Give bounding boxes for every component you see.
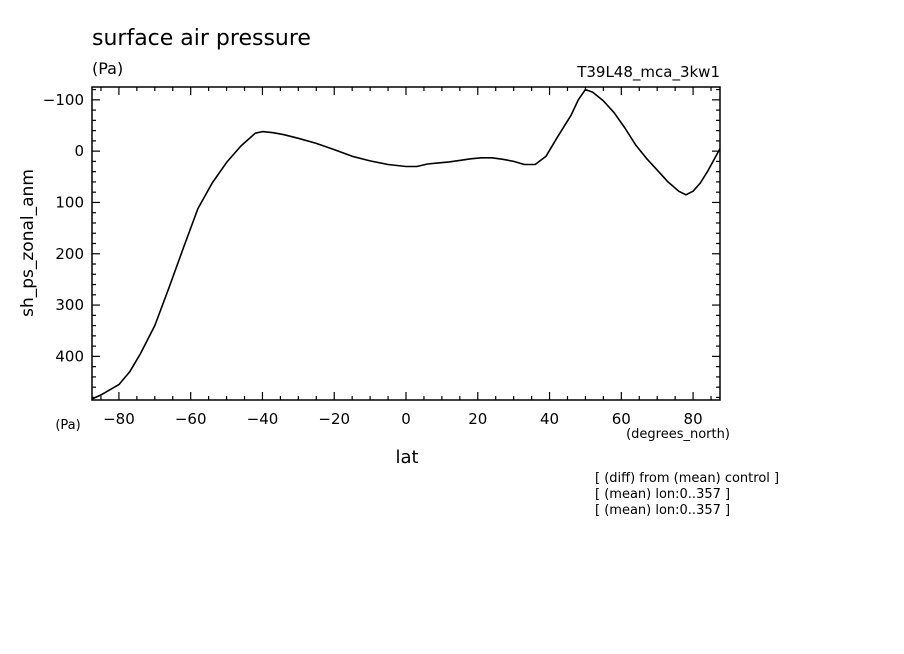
x-tick-label: 80 (684, 410, 703, 428)
note-3: [ (mean) lon:0..357 ] (595, 503, 730, 518)
experiment-label: T39L48_mca_3kw1 (576, 63, 720, 82)
y-tick-label: 400 (55, 347, 84, 365)
x-tick-label: 40 (540, 410, 559, 428)
x-axis-units: (degrees_north) (626, 427, 730, 442)
axis-tick-labels: −80 −60 −40 −20 0 20 40 60 80 −100 0 100 200 300 400 (43, 91, 703, 428)
x-tick-label: −20 (318, 410, 350, 428)
x-tick-label: −40 (247, 410, 279, 428)
series-line (91, 88, 721, 400)
chart-title: surface air pressure (92, 26, 311, 51)
x-tick-label: −80 (103, 410, 135, 428)
y-tick-label: 200 (55, 245, 84, 263)
y-axis-units: (Pa) (55, 418, 80, 433)
x-tick-label: 20 (468, 410, 487, 428)
y-tick-label: −100 (43, 91, 84, 109)
plot-frame (91, 86, 721, 401)
axis-ticks (92, 87, 720, 400)
note-1: [ (diff) from (mean) control ] (595, 471, 779, 486)
y-tick-label: 100 (55, 193, 84, 211)
x-tick-label: 0 (401, 410, 411, 428)
y-axis-label: sh_ps_zonal_anm (18, 169, 38, 317)
note-2: [ (mean) lon:0..357 ] (595, 487, 730, 502)
y-tick-label: 300 (55, 296, 84, 314)
x-tick-label: 60 (612, 410, 631, 428)
x-tick-label: −60 (175, 410, 207, 428)
y-tick-label: 0 (74, 142, 84, 160)
title-units: (Pa) (92, 59, 123, 78)
x-axis-label: lat (395, 447, 418, 468)
